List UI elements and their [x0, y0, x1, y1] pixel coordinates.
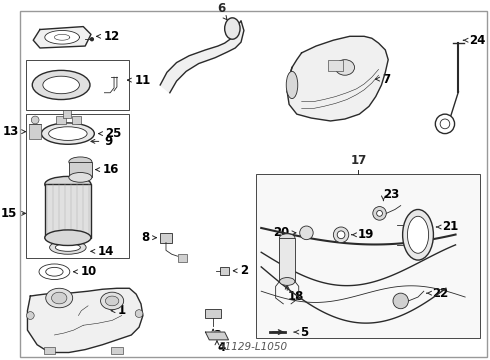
Text: 20: 20	[273, 226, 289, 239]
Ellipse shape	[279, 278, 295, 285]
Polygon shape	[27, 288, 143, 352]
Ellipse shape	[408, 216, 429, 253]
Circle shape	[91, 38, 94, 41]
Text: 5: 5	[300, 325, 308, 338]
Ellipse shape	[100, 292, 123, 310]
Circle shape	[435, 114, 455, 134]
Ellipse shape	[403, 210, 434, 260]
Text: 14: 14	[98, 245, 114, 258]
Text: 12: 12	[103, 30, 120, 43]
Text: 22: 22	[433, 287, 449, 300]
Text: 9: 9	[104, 135, 113, 148]
Circle shape	[337, 231, 345, 239]
Polygon shape	[45, 31, 79, 44]
Circle shape	[440, 119, 450, 129]
Ellipse shape	[55, 243, 80, 251]
Ellipse shape	[286, 71, 298, 99]
Ellipse shape	[43, 76, 79, 94]
Circle shape	[393, 293, 408, 309]
Bar	[111, 347, 122, 355]
Text: 19: 19	[357, 228, 374, 241]
Ellipse shape	[49, 240, 86, 254]
Ellipse shape	[45, 176, 91, 192]
Text: 7: 7	[382, 73, 391, 86]
Text: 23: 23	[383, 188, 400, 201]
Polygon shape	[205, 332, 228, 340]
Ellipse shape	[105, 296, 119, 306]
Text: 13: 13	[2, 125, 19, 138]
Text: 2: 2	[240, 264, 248, 277]
Bar	[29, 124, 41, 139]
Text: 24: 24	[469, 34, 486, 47]
Ellipse shape	[69, 172, 92, 182]
Ellipse shape	[51, 292, 67, 304]
Text: 17: 17	[350, 154, 367, 167]
Bar	[44, 347, 55, 355]
Bar	[72, 116, 81, 124]
Bar	[279, 238, 295, 282]
Bar	[69, 162, 92, 177]
Bar	[177, 254, 187, 262]
Text: 18: 18	[287, 289, 304, 302]
Circle shape	[26, 312, 34, 319]
Text: 1: 1	[118, 304, 126, 317]
Ellipse shape	[45, 230, 91, 246]
Ellipse shape	[49, 127, 87, 140]
Text: 31129-L1050: 31129-L1050	[219, 342, 288, 351]
Circle shape	[373, 207, 386, 220]
Text: 8: 8	[142, 231, 149, 244]
Polygon shape	[160, 21, 244, 93]
Text: 21: 21	[442, 220, 458, 234]
Circle shape	[333, 227, 349, 243]
Circle shape	[135, 310, 143, 318]
Ellipse shape	[69, 157, 92, 167]
Circle shape	[300, 226, 313, 240]
Text: 25: 25	[105, 127, 122, 140]
Text: 15: 15	[0, 207, 17, 220]
Ellipse shape	[279, 234, 295, 242]
Circle shape	[31, 116, 39, 124]
Text: 3: 3	[213, 329, 221, 342]
Text: 16: 16	[102, 163, 119, 176]
Ellipse shape	[42, 123, 94, 144]
Bar	[25, 60, 129, 110]
Bar	[205, 309, 221, 319]
Text: 10: 10	[80, 265, 97, 278]
Text: 4: 4	[217, 341, 225, 354]
Ellipse shape	[225, 18, 240, 39]
Bar	[25, 114, 129, 258]
Polygon shape	[287, 36, 388, 121]
Bar	[220, 267, 229, 275]
Ellipse shape	[32, 70, 90, 100]
Text: 11: 11	[134, 73, 150, 87]
Bar	[63, 110, 71, 118]
Bar	[45, 184, 91, 238]
Ellipse shape	[335, 60, 355, 75]
Bar	[328, 60, 343, 71]
Bar	[56, 116, 66, 124]
Circle shape	[377, 211, 382, 216]
Ellipse shape	[39, 264, 70, 279]
Polygon shape	[33, 27, 91, 48]
Ellipse shape	[46, 267, 63, 276]
Text: 6: 6	[218, 2, 226, 15]
Bar	[160, 233, 172, 243]
Ellipse shape	[46, 288, 73, 308]
Bar	[256, 175, 480, 338]
